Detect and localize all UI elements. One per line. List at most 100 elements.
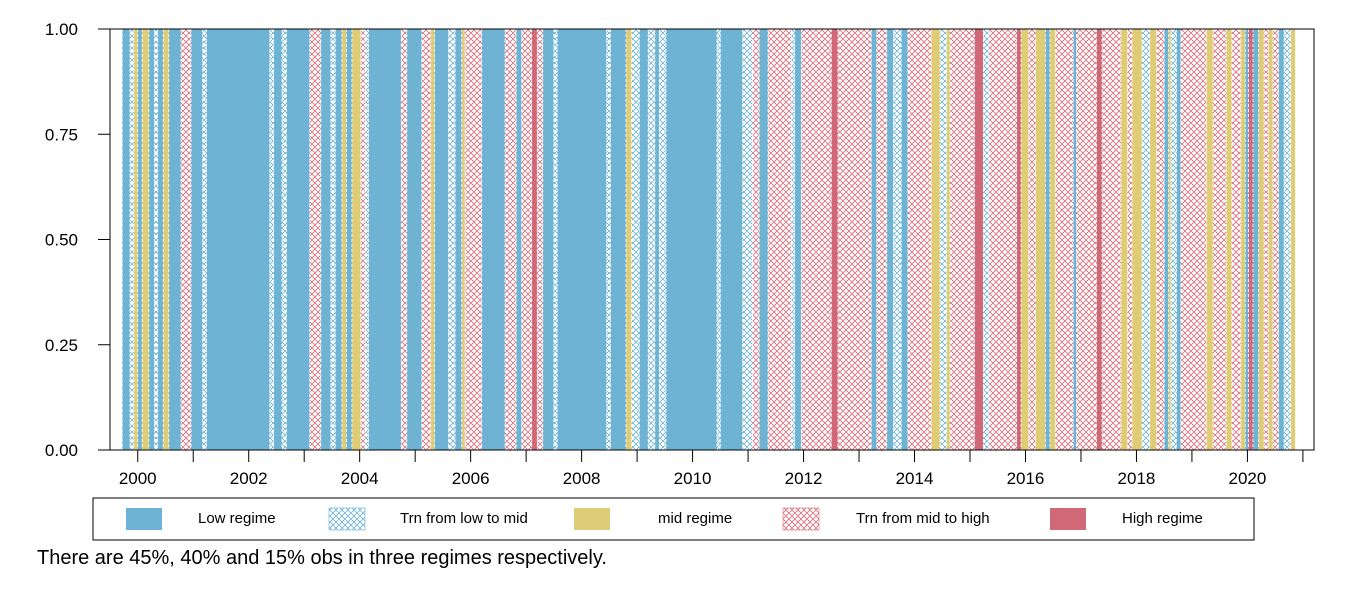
legend-label-low: Low regime xyxy=(198,510,276,527)
regime-bar-mid xyxy=(1206,29,1214,450)
regime-bar-mid xyxy=(163,29,169,450)
regime-bar-low xyxy=(406,29,422,450)
regime-bar-low xyxy=(455,29,462,450)
regime-bar-tlm xyxy=(553,29,558,450)
regime-bar-low xyxy=(1045,29,1050,450)
regime-bar-tmh xyxy=(1264,29,1269,450)
regime-bar-high xyxy=(531,29,538,450)
regime-bar-mid xyxy=(430,29,435,450)
regime-bar-low xyxy=(542,29,554,450)
regime-bar-tmh xyxy=(752,29,760,450)
y-tick-label: 0.00 xyxy=(45,441,78,460)
regime-bar-mid xyxy=(1035,29,1046,450)
regime-bar-low xyxy=(206,29,270,450)
regime-bar-tmh xyxy=(181,29,192,450)
regime-bar-mid xyxy=(946,29,951,450)
regime-bar-high xyxy=(1016,29,1022,450)
regime-bar-tmh xyxy=(801,29,832,450)
regime-bar-mid xyxy=(1021,29,1029,450)
regime-bar-tlm xyxy=(269,29,274,450)
regime-bar-tlm xyxy=(129,29,134,450)
regime-bar-tmh xyxy=(1213,29,1227,450)
regime-share-note: There are 45%, 40% and 15% obs in three … xyxy=(37,547,607,569)
regime-bar-mid xyxy=(1132,29,1142,450)
y-tick-label: 0.50 xyxy=(45,231,78,250)
regime-bar-mid xyxy=(351,29,361,450)
regime-bar-low xyxy=(1176,29,1181,450)
regime-bar-mid xyxy=(133,29,138,450)
regime-bar-mid xyxy=(626,29,632,450)
legend-swatch-high xyxy=(1050,508,1086,530)
regime-bar-tlm xyxy=(742,29,753,450)
regime-bar-low xyxy=(168,29,182,450)
regime-bar-low xyxy=(1073,29,1077,450)
regime-bar-tlm xyxy=(716,29,721,450)
regime-bar-low xyxy=(886,29,894,450)
regime-bar-low xyxy=(557,29,607,450)
x-tick-label: 2016 xyxy=(1007,469,1045,488)
regime-bar-tmh xyxy=(950,29,975,450)
regime-bar-mid xyxy=(931,29,941,450)
regime-bar-tmh xyxy=(907,29,932,450)
x-tick-label: 2006 xyxy=(452,469,490,488)
regime-bar-low xyxy=(1252,29,1259,450)
x-tick-label: 2020 xyxy=(1229,469,1267,488)
regime-bars xyxy=(121,29,1296,450)
regime-bar-tmh xyxy=(1127,29,1133,450)
regime-bar-low xyxy=(335,29,342,450)
regime-bar-tlm xyxy=(330,29,336,450)
regime-bar-mid xyxy=(1258,29,1265,450)
regime-bar-high xyxy=(974,29,984,450)
regime-bar-tlm xyxy=(659,29,666,450)
regime-bar-low xyxy=(665,29,717,450)
regime-bar-low xyxy=(122,29,130,450)
regime-bar-tlm xyxy=(154,29,158,450)
regime-bar-mid xyxy=(1168,29,1171,450)
regime-bar-mid xyxy=(1290,29,1296,450)
regime-bar-low xyxy=(481,29,506,450)
regime-bar-tlm xyxy=(282,29,287,450)
regime-bar-tlm xyxy=(940,29,947,450)
y-axis: 0.00 0.25 0.50 0.75 1.00 xyxy=(45,20,110,460)
legend-label-mid: mid regime xyxy=(658,510,732,527)
regime-bar-tlm xyxy=(202,29,207,450)
regime-bar-tlm xyxy=(791,29,795,450)
regime-bar-mid xyxy=(461,29,466,450)
regime-bar-low xyxy=(157,29,164,450)
legend-label-high: High regime xyxy=(1122,510,1203,527)
legend-swatch-low xyxy=(126,508,162,530)
regime-bar-mid xyxy=(341,29,347,450)
regime-bar-tmh xyxy=(876,29,887,450)
regime-bar-mid xyxy=(1226,29,1232,450)
regime-bar-tmh xyxy=(309,29,321,450)
regime-bar-tlm xyxy=(893,29,902,450)
y-tick-label: 0.75 xyxy=(45,125,78,144)
x-tick-label: 2004 xyxy=(341,469,379,488)
regime-bar-tlm xyxy=(983,29,989,450)
legend-swatch-tlm xyxy=(328,507,366,531)
x-tick-label: 2002 xyxy=(230,469,268,488)
regime-bar-tmh xyxy=(768,29,792,450)
regime-bar-tlm xyxy=(631,29,640,450)
x-axis: 2000 2002 2004 2006 2008 2010 2012 2014 2016 2018… xyxy=(119,450,1304,488)
regime-bar-tlm xyxy=(365,29,369,450)
regime-bar-tlm xyxy=(606,29,611,450)
regime-bar-tmh xyxy=(1272,29,1279,450)
legend: Low regime Trn from low to mid mid regime T… xyxy=(92,497,1255,541)
regime-bar-tmh xyxy=(988,29,1017,450)
regime-bar-low xyxy=(434,29,449,450)
regime-bar-high xyxy=(1096,29,1103,450)
regime-bar-mid xyxy=(1240,29,1246,450)
regime-bar-high xyxy=(1248,29,1253,450)
regime-bar-low xyxy=(759,29,769,450)
regime-bar-mid xyxy=(1149,29,1157,450)
regime-bar-low xyxy=(368,29,402,450)
regime-bar-tlm xyxy=(648,29,655,450)
regime-bar-low xyxy=(320,29,331,450)
regime-bar-tmh xyxy=(1055,29,1074,450)
regime-bar-mid xyxy=(1268,29,1273,450)
regime-bar-low xyxy=(346,29,352,450)
regime-bar-tmh xyxy=(421,29,431,450)
regime-bar-mid xyxy=(142,29,149,450)
regime-bar-low xyxy=(516,29,522,450)
